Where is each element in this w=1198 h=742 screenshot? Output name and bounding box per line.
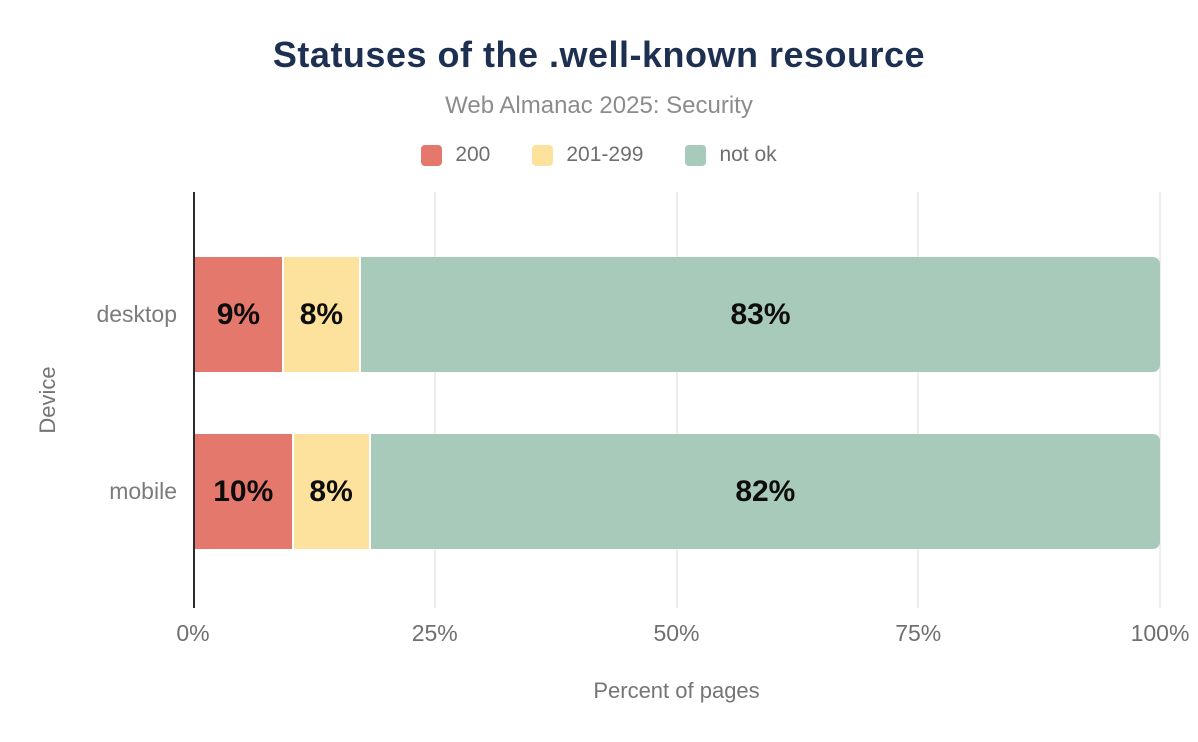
bar-segment-desktop-200: 9%	[195, 257, 282, 372]
category-label-desktop: desktop	[96, 301, 177, 327]
chart-title: Statuses of the .well-known resource	[272, 34, 926, 75]
chart-subtitle: Web Almanac 2025: Security	[445, 92, 753, 119]
bar-mobile: 10% 8% 82%	[195, 434, 1160, 549]
bar-value-label: 82%	[735, 474, 796, 508]
y-axis-title: Device	[35, 366, 60, 434]
bar-value-label: 8%	[309, 474, 353, 508]
x-tick-0: 0%	[176, 620, 210, 646]
x-tick-25: 25%	[411, 620, 458, 646]
gridline-25	[433, 192, 436, 608]
bar-value-label: 9%	[216, 297, 261, 331]
legend-item-200: 200	[421, 143, 490, 167]
x-tick-50: 50%	[653, 620, 700, 646]
legend-swatch-200	[421, 144, 443, 166]
legend-label: 201-299	[566, 143, 644, 166]
gridline-100	[1159, 192, 1161, 608]
legend-label: 200	[455, 143, 491, 166]
bar-desktop: 9% 8% 83%	[195, 257, 1160, 372]
bar-value-label: 8%	[299, 297, 344, 331]
bar-segment-mobile-200: 10%	[195, 434, 292, 549]
bar-segment-desktop-not-ok: 83%	[359, 257, 1160, 372]
bar-segment-desktop-201-299: 8%	[281, 257, 360, 372]
plot-area: desktop mobile 9% 8% 83% 10% 8% 82% 0% 2…	[96, 192, 1189, 646]
category-label-mobile: mobile	[109, 478, 177, 504]
y-axis-line	[193, 192, 195, 608]
gridline-75	[917, 192, 920, 608]
bar-value-label: 10%	[213, 474, 274, 508]
legend-item-not-ok: not ok	[685, 143, 777, 167]
legend-label: not ok	[719, 143, 777, 166]
x-axis-title: Percent of pages	[593, 678, 760, 703]
legend-swatch-201-299	[532, 144, 554, 166]
legend: 200 201-299 not ok	[0, 143, 1198, 167]
bar-value-label: 83%	[730, 297, 791, 331]
legend-item-201-299: 201-299	[532, 143, 643, 167]
bar-segment-mobile-201-299: 8%	[291, 434, 369, 549]
legend-swatch-not-ok	[685, 144, 707, 166]
gridline-50	[675, 192, 678, 608]
x-tick-75: 75%	[895, 620, 942, 646]
bar-segment-mobile-not-ok: 82%	[368, 434, 1160, 549]
x-tick-100: 100%	[1130, 620, 1190, 646]
